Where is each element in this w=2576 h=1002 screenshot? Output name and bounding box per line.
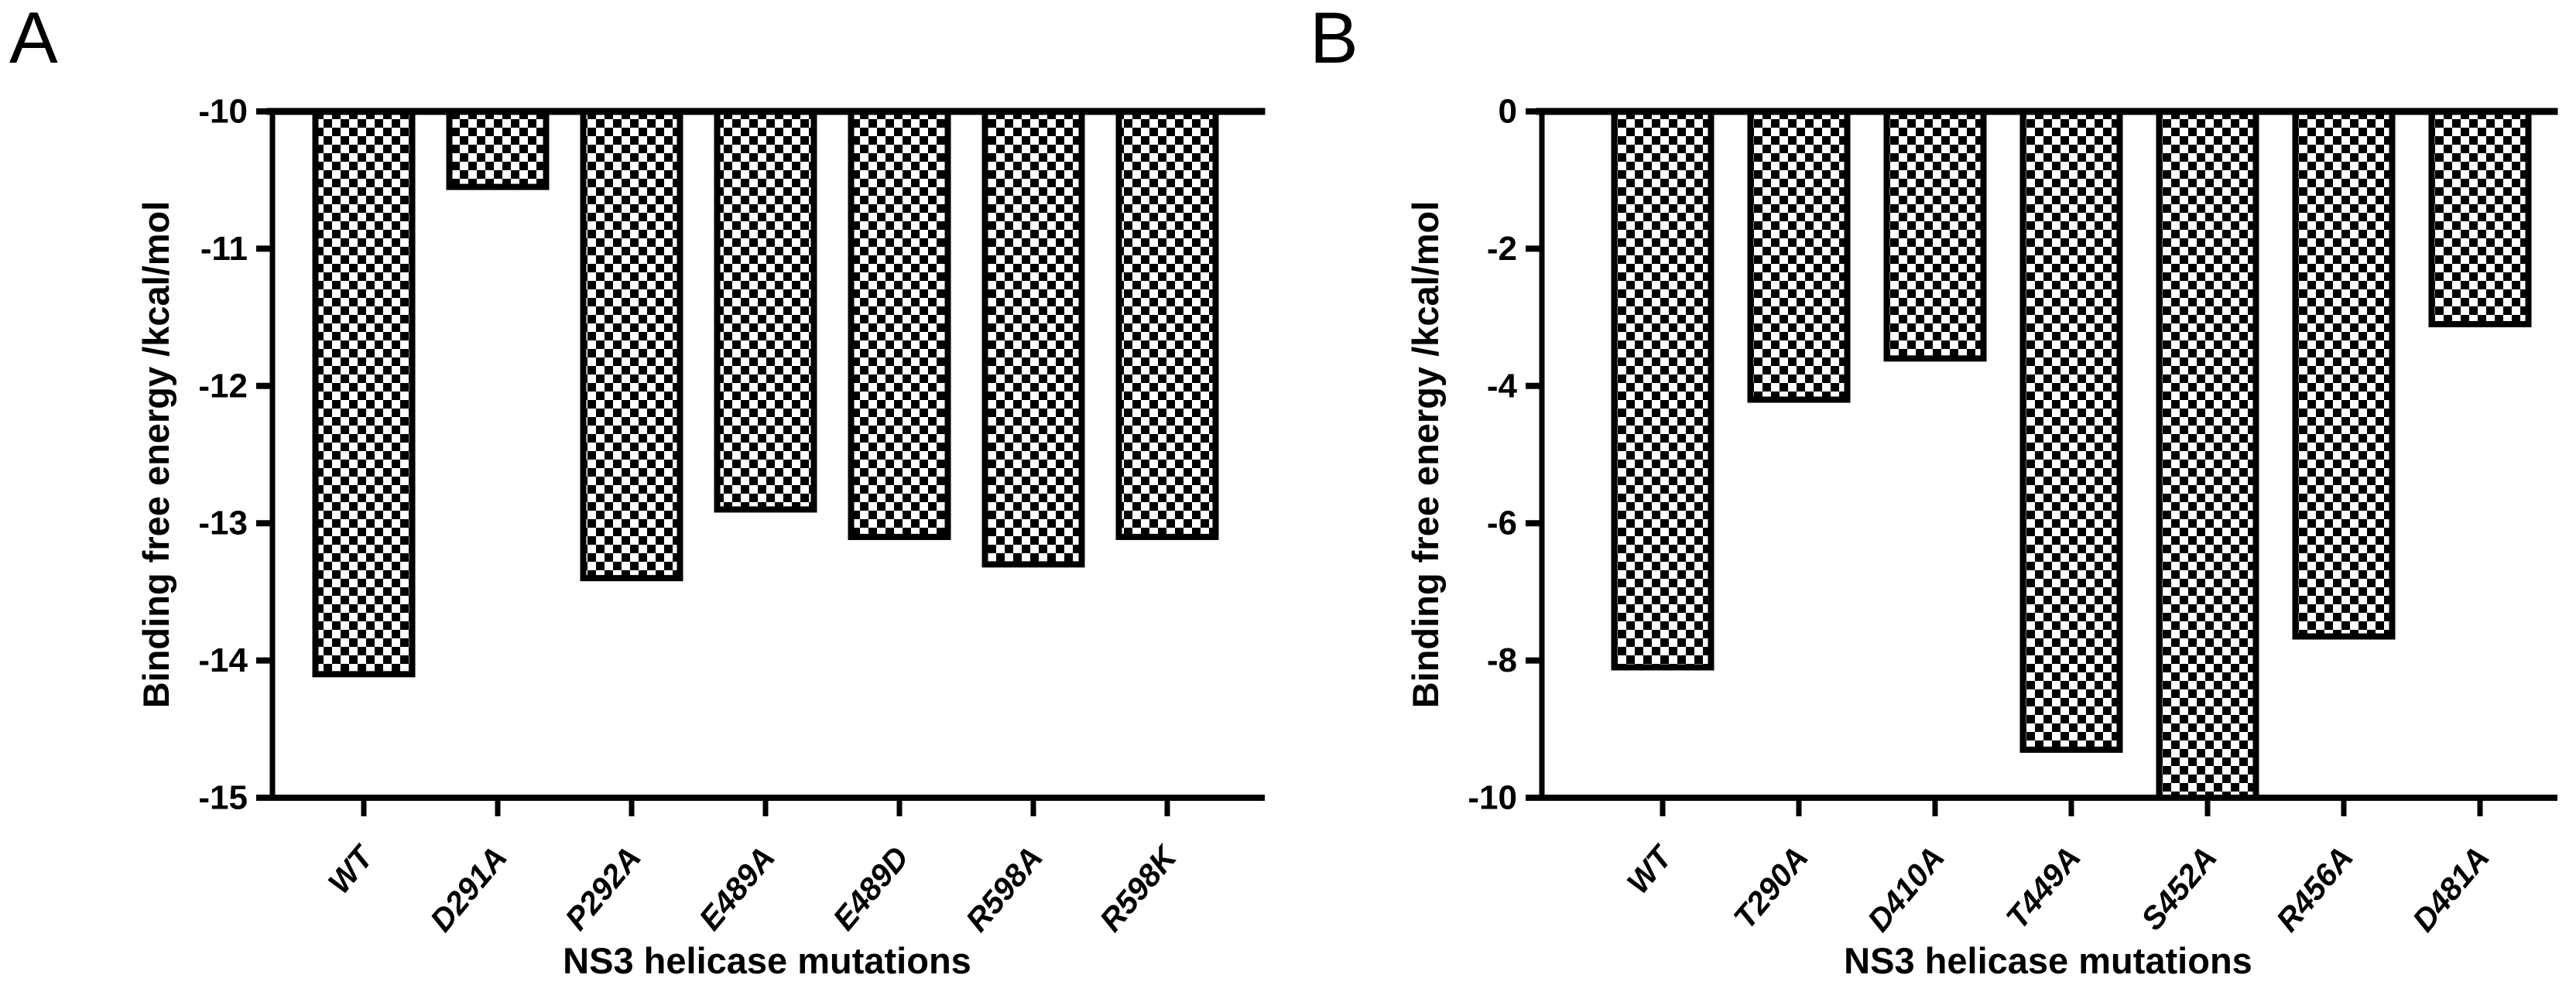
bar-D291A [446,108,550,190]
y-tick-label: -8 [1487,641,1517,679]
y-tick-label: -4 [1487,367,1518,405]
bar-T290A [1747,108,1851,403]
x-axis-title: NS3 helicase mutations [1844,940,2252,981]
bar-E489D [848,108,951,540]
y-tick-label: -13 [198,504,248,542]
category-label: WT [321,838,382,901]
bar-D481A [2428,108,2532,327]
y-tick-label: -10 [198,93,248,131]
category-label: P292A [558,840,648,937]
y-tick-label: -6 [1487,504,1517,542]
bar-D410A [1883,108,1987,362]
y-tick-label: -2 [1487,230,1517,268]
bar-R456A [2292,108,2396,640]
y-tick-label: -10 [1468,779,1517,817]
y-tick-label: 0 [1499,93,1517,131]
y-tick-label: -12 [198,367,248,405]
category-label: D291A [423,840,514,938]
category-label: R598A [959,840,1050,938]
category-label: T290A [1727,840,1815,935]
category-label: R598K [1093,838,1185,939]
bar-E489A [714,108,817,513]
x-axis-title: NS3 helicase mutations [563,940,971,981]
panel-label-a: A [9,0,58,78]
y-tick-label: -11 [200,230,248,268]
bar-P292A [580,108,683,582]
category-label: R456A [2269,840,2360,938]
category-label: T449A [1999,840,2088,935]
y-axis-title: Binding free energy /kcal/mol [135,201,176,709]
bar-R598K [1115,108,1219,540]
category-label: S452A [2134,840,2224,937]
category-label: E489D [826,840,916,937]
bar-WT [1611,108,1714,671]
y-axis-title: Binding free energy /kcal/mol [1405,201,1446,709]
bar-S452A [2156,108,2259,801]
y-tick-label: -14 [198,641,248,679]
category-label: D410A [1861,840,1951,938]
panel-label-b: B [1310,0,1358,78]
bar-T449A [2019,108,2123,753]
category-label: E489A [692,840,782,937]
bar-WT [312,108,416,678]
category-label: D481A [2406,840,2496,938]
category-label: WT [1620,838,1680,901]
bar-R598A [981,108,1085,568]
y-tick-label: -15 [198,779,248,817]
